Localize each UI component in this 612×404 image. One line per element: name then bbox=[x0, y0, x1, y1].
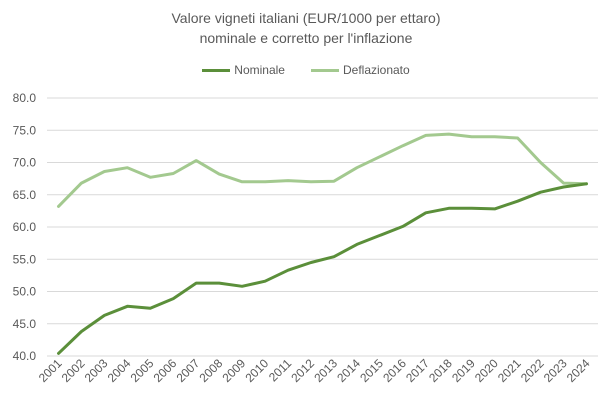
x-tick-label: 2021 bbox=[495, 356, 524, 385]
x-tick-label: 2016 bbox=[380, 356, 409, 385]
y-tick-label: 80.0 bbox=[13, 91, 37, 105]
chart-title: Valore vigneti italiani (EUR/1000 per et… bbox=[171, 10, 441, 26]
y-tick-label: 60.0 bbox=[13, 220, 37, 234]
y-tick-label: 65.0 bbox=[13, 188, 37, 202]
legend-item-nominale: Nominale bbox=[202, 63, 285, 77]
legend-label: Deflazionato bbox=[342, 63, 410, 77]
x-tick-label: 2007 bbox=[174, 356, 203, 385]
x-tick-label: 2005 bbox=[128, 356, 157, 385]
series-line-deflazionato bbox=[57, 132, 588, 208]
y-tick-label: 40.0 bbox=[13, 349, 37, 363]
series-line-nominale bbox=[57, 182, 588, 355]
y-tick-label: 45.0 bbox=[13, 317, 37, 331]
x-tick-label: 2012 bbox=[288, 356, 317, 385]
x-tick-label: 2003 bbox=[82, 356, 111, 385]
y-tick-label: 55.0 bbox=[13, 252, 37, 266]
legend-item-deflazionato: Deflazionato bbox=[310, 63, 410, 77]
x-tick-label: 2011 bbox=[266, 356, 294, 384]
x-tick-label: 2022 bbox=[518, 356, 547, 385]
x-tick-label: 2002 bbox=[59, 356, 88, 385]
y-tick-label: 75.0 bbox=[13, 123, 37, 137]
legend: Nominale Deflazionato bbox=[0, 63, 612, 77]
x-tick-label: 2004 bbox=[105, 356, 134, 385]
x-tick-label: 2019 bbox=[449, 356, 478, 385]
legend-swatch-deflazionato bbox=[310, 68, 339, 72]
x-tick-label: 2006 bbox=[151, 356, 180, 385]
x-tick-label: 2010 bbox=[242, 356, 271, 385]
y-tick-label: 70.0 bbox=[13, 156, 37, 170]
x-tick-label: 2001 bbox=[36, 356, 65, 385]
y-tick-label: 50.0 bbox=[13, 285, 37, 299]
x-tick-label: 2020 bbox=[472, 356, 501, 385]
x-tick-label: 2009 bbox=[219, 356, 248, 385]
x-tick-label: 2015 bbox=[357, 356, 386, 385]
legend-label: Nominale bbox=[234, 63, 285, 77]
x-tick-label: 2008 bbox=[197, 356, 226, 385]
chart-subtitle: nominale e corretto per l'inflazione bbox=[199, 30, 413, 46]
x-tick-label: 2018 bbox=[426, 356, 455, 385]
x-tick-label: 2023 bbox=[541, 356, 570, 385]
x-tick-label: 2017 bbox=[403, 356, 432, 385]
legend-swatch-nominale bbox=[202, 68, 231, 72]
x-tick-label: 2024 bbox=[564, 356, 593, 385]
x-tick-label: 2014 bbox=[334, 356, 363, 385]
x-tick-label: 2013 bbox=[311, 356, 340, 385]
